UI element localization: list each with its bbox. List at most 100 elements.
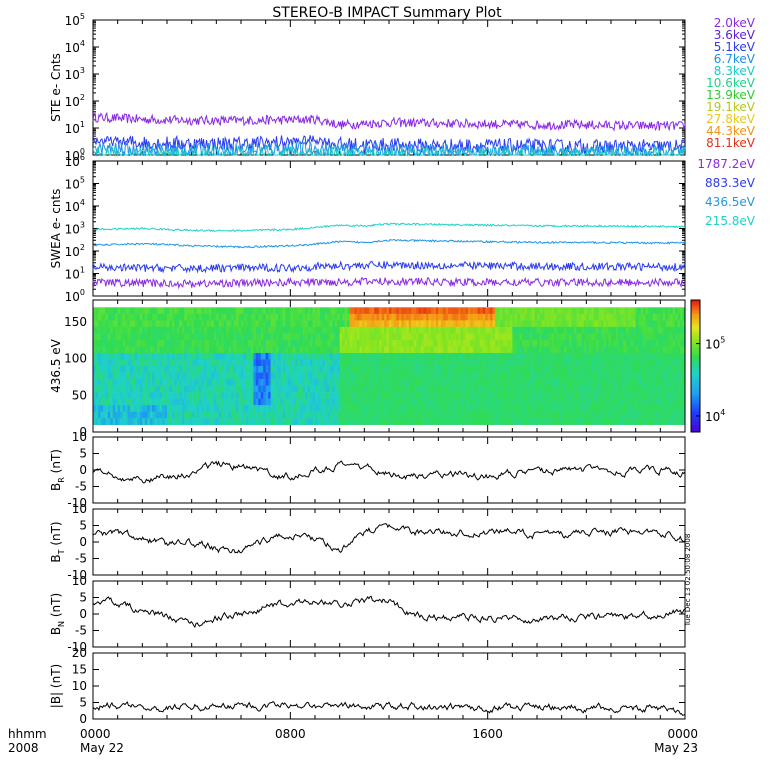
heatmap-cell [179,392,182,399]
heatmap-cell [298,320,301,327]
heatmap-cell [500,346,503,353]
heatmap-cell [263,346,266,353]
heatmap-cell [251,373,254,380]
heatmap-cell [589,379,592,386]
heatmap-cell [675,353,678,360]
heatmap-cell [224,320,227,327]
heatmap-cell [214,392,217,399]
heatmap-cell [475,399,478,406]
heatmap-cell [354,399,357,406]
heatmap-cell [103,386,106,393]
heatmap-cell [438,359,441,366]
heatmap-cell [399,412,402,419]
heatmap-cell [253,412,256,419]
heatmap-cell [367,379,370,386]
heatmap-cell [374,340,377,347]
heatmap-cell [357,405,360,412]
heatmap-cell [574,386,577,393]
heatmap-cell [219,333,222,340]
heatmap-cell [581,405,584,412]
heatmap-cell [387,379,390,386]
heatmap-cell [295,405,298,412]
heatmap-cell [298,379,301,386]
heatmap-cell [648,418,651,425]
heatmap-cell [206,392,209,399]
heatmap-cell [478,340,481,347]
heatmap-cell [510,392,513,399]
heatmap-cell [214,418,217,425]
heatmap-cell [559,320,562,327]
heatmap-cell [396,340,399,347]
heatmap-cell [495,320,498,327]
heatmap-cell [510,333,513,340]
heatmap-cell [150,399,153,406]
heatmap-cell [142,320,145,327]
heatmap-cell [113,353,116,360]
heatmap-cell [601,353,604,360]
heatmap-cell [362,373,365,380]
heatmap-cell [103,340,106,347]
heatmap-cell [382,359,385,366]
y-axis-label: 436.5 eV [49,338,63,393]
heatmap-cell [557,399,560,406]
heatmap-cell [404,386,407,393]
heatmap-cell [288,353,291,360]
heatmap-cell [544,418,547,425]
heatmap-cell [616,314,619,321]
heatmap-cell [579,327,582,334]
heatmap-cell [192,418,195,425]
heatmap-cell [125,359,128,366]
heatmap-cell [221,320,224,327]
heatmap-cell [135,359,138,366]
heatmap-cell [576,314,579,321]
heatmap-cell [135,366,138,373]
heatmap-cell [443,320,446,327]
heatmap-cell [441,320,444,327]
heatmap-cell [209,412,212,419]
heatmap-cell [535,379,538,386]
heatmap-cell [665,340,668,347]
heatmap-cell [246,346,249,353]
heatmap-cell [650,379,653,386]
heatmap-cell [606,412,609,419]
heatmap-cell [498,346,501,353]
heatmap-cell [160,307,163,314]
heatmap-cell [300,386,303,393]
heatmap-cell [559,399,562,406]
heatmap-cell [564,359,567,366]
heatmap-cell [414,366,417,373]
heatmap-cell [512,314,515,321]
heatmap-cell [441,366,444,373]
heatmap-cell [389,314,392,321]
heatmap-cell [613,333,616,340]
heatmap-cell [655,379,658,386]
heatmap-cell [367,366,370,373]
heatmap-cell [673,386,676,393]
heatmap-cell [332,307,335,314]
heatmap-cell [332,340,335,347]
heatmap-cell [332,418,335,425]
heatmap-cell [384,327,387,334]
heatmap-cell [468,307,471,314]
heatmap-cell [626,327,629,334]
heatmap-cell [409,373,412,380]
heatmap-cell [416,307,419,314]
heatmap-cell [433,373,436,380]
heatmap-cell [145,392,148,399]
heatmap-cell [643,386,646,393]
heatmap-cell [182,379,185,386]
heatmap-cell [483,353,486,360]
heatmap-cell [675,379,678,386]
heatmap-cell [142,327,145,334]
heatmap-cell [613,346,616,353]
heatmap-cell [621,333,624,340]
heatmap-cell [145,314,148,321]
heatmap-cell [120,412,123,419]
heatmap-cell [216,314,219,321]
heatmap-cell [569,307,572,314]
heatmap-cell [303,386,306,393]
heatmap-cell [345,333,348,340]
heatmap-cell [668,307,671,314]
heatmap-cell [547,307,550,314]
heatmap-cell [263,418,266,425]
